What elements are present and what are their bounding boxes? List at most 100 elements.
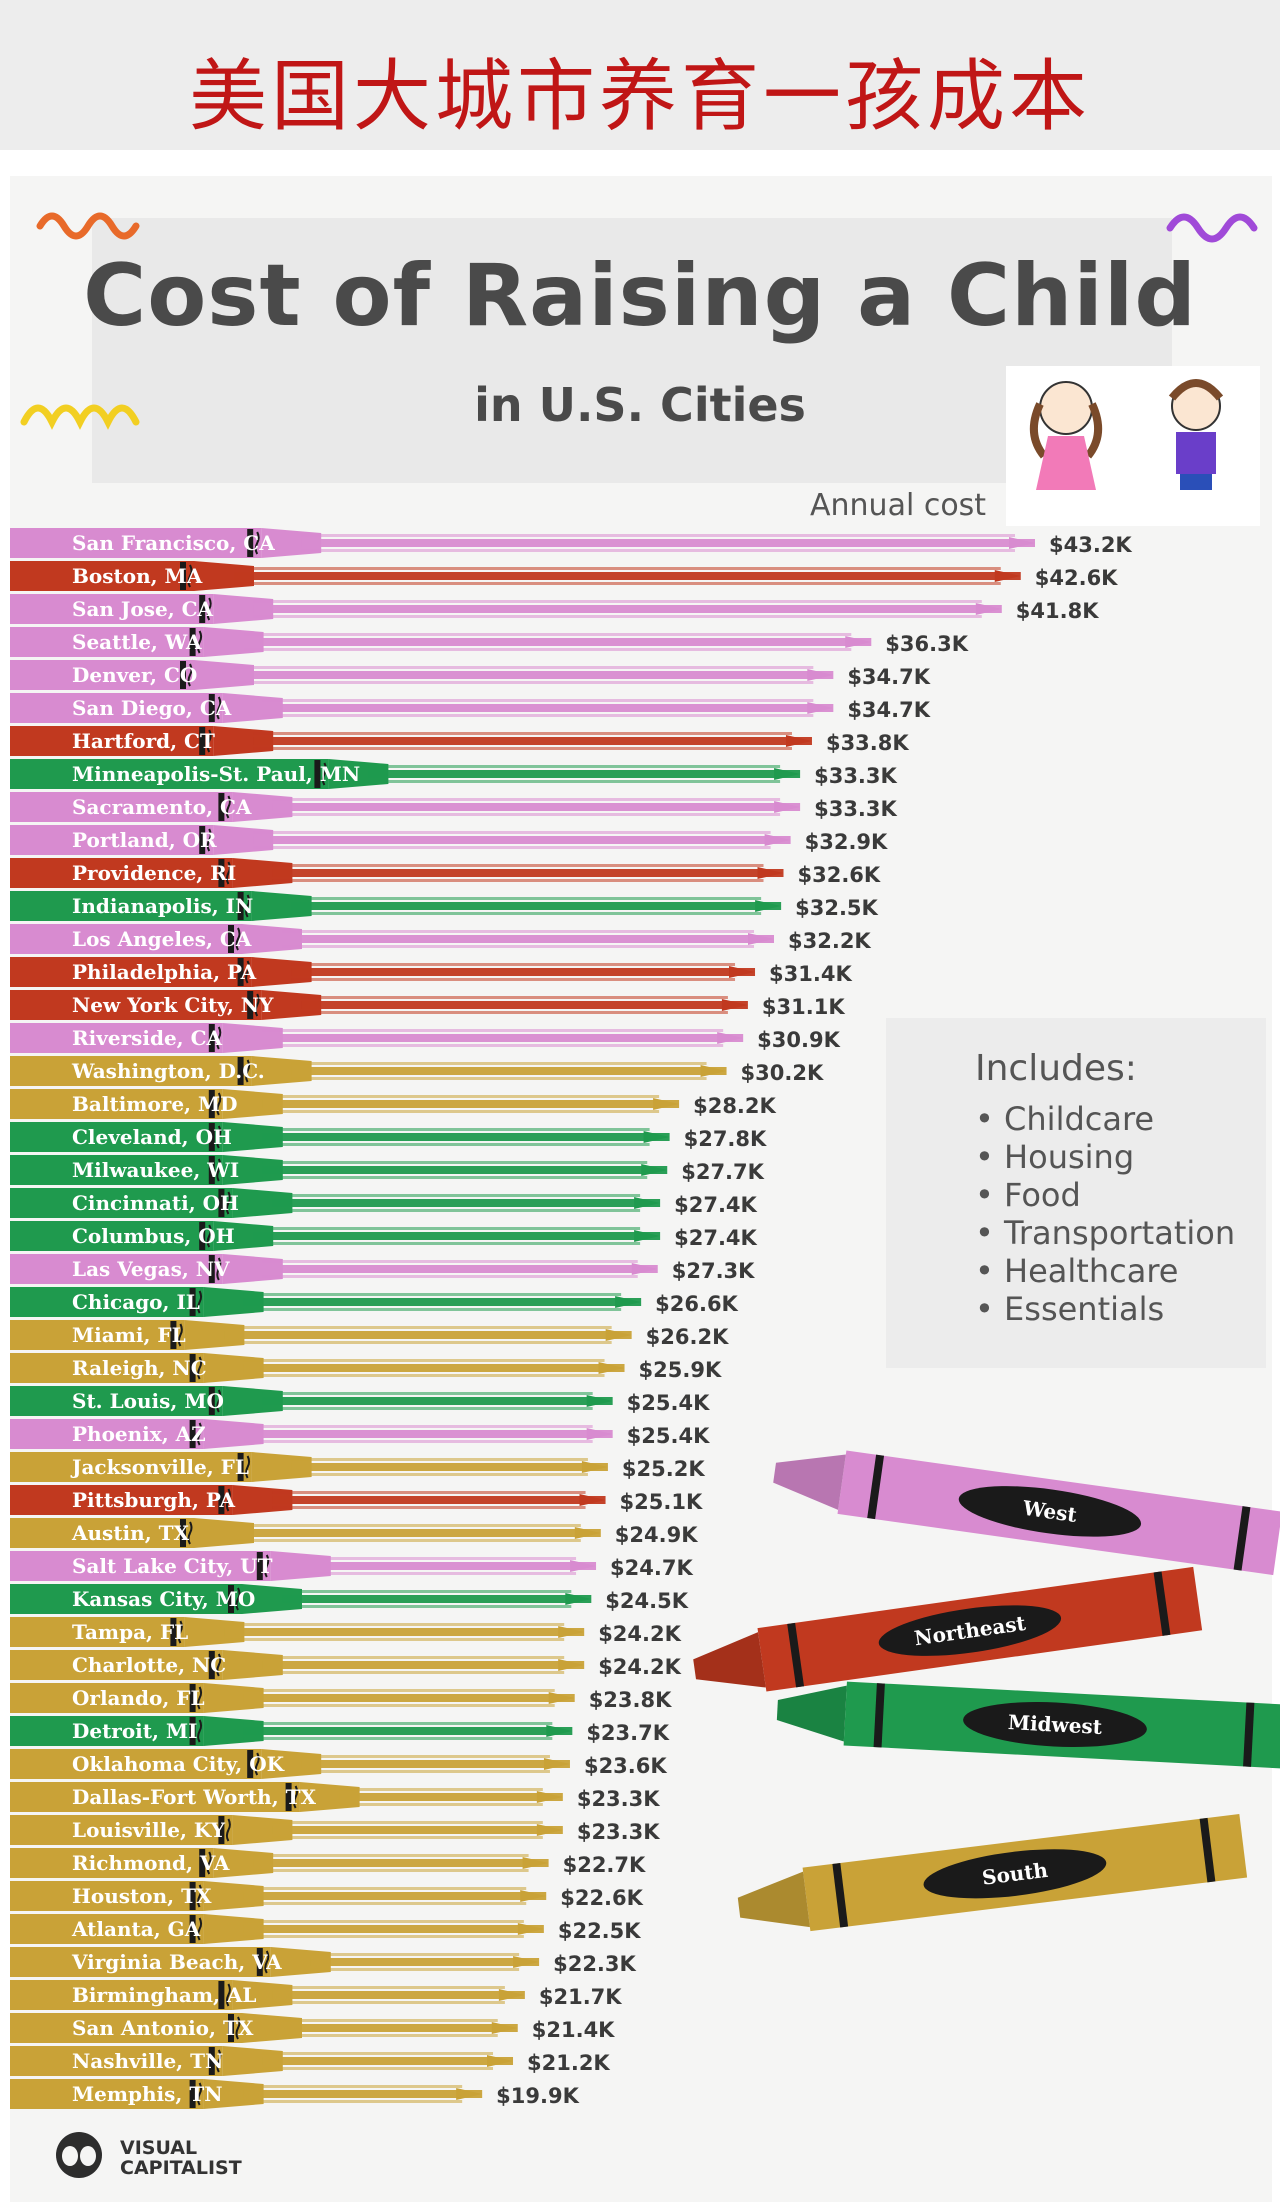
bar-stroke-texture xyxy=(339,1788,543,1791)
bar-stroke-texture xyxy=(310,1968,520,1971)
bar-stroke-texture xyxy=(272,1821,543,1824)
legend-label-oval xyxy=(878,1605,1062,1656)
crayon-band xyxy=(197,1884,203,1908)
bar-end xyxy=(634,1230,661,1242)
bar-end xyxy=(491,2022,518,2034)
city-label: Charlotte, NC xyxy=(72,1653,226,1677)
value-label: $22.6K xyxy=(560,1886,643,1910)
bar-stroke xyxy=(262,1397,613,1405)
bar-wrapper xyxy=(10,2079,204,2109)
crayon-bar: Nashville, TN $21.2K xyxy=(10,2046,610,2076)
bar-end xyxy=(565,1593,592,1605)
crayon-band xyxy=(218,1981,225,2009)
bar-stroke-texture xyxy=(262,699,814,702)
city-label: Sacramento, CA xyxy=(72,795,252,819)
bar-wrapper xyxy=(10,1815,233,1845)
crayon-bar: San Antonio, TX $21.4K xyxy=(10,2013,615,2043)
crayon-band xyxy=(208,1156,215,1184)
bar-wrapper xyxy=(10,660,194,690)
city-label: Denver, CO xyxy=(72,663,197,687)
bar-wrapper xyxy=(10,891,252,921)
bar-stroke-texture xyxy=(301,1770,550,1773)
crayon-bar: Boston, MA $42.6K xyxy=(10,561,1118,591)
value-label: $30.2K xyxy=(741,1061,824,1085)
city-label: Tampa, FL xyxy=(72,1620,188,1644)
crayon-band xyxy=(225,1818,231,1842)
bar-wrapper xyxy=(10,759,329,789)
bar-stroke xyxy=(291,902,782,910)
purple-squiggle xyxy=(1166,213,1258,243)
bar-stroke-texture xyxy=(224,1638,565,1641)
bar-end xyxy=(748,933,775,945)
crayon-band xyxy=(245,1059,251,1083)
crayon-band xyxy=(218,1486,225,1514)
bar-wrapper xyxy=(10,594,214,624)
bar-stroke-texture xyxy=(253,831,771,834)
city-label: Indianapolis, IN xyxy=(72,894,253,918)
annual-cost-label: Annual cost xyxy=(810,488,987,523)
bar-stroke xyxy=(368,770,801,778)
crayon-band xyxy=(235,2016,241,2040)
city-label: Philadelphia, PA xyxy=(72,960,257,984)
bar-wrapper xyxy=(10,1518,194,1548)
city-label: Miami, FL xyxy=(72,1323,186,1347)
bar-stroke-texture xyxy=(291,912,762,915)
value-label: $36.3K xyxy=(885,632,968,656)
crayon-band xyxy=(208,1123,215,1151)
crayon-band xyxy=(237,1453,244,1481)
bar-stroke xyxy=(224,1331,632,1339)
bar-stroke xyxy=(243,1298,642,1306)
bar-stroke xyxy=(234,1529,601,1537)
bar-stroke-texture xyxy=(310,1557,577,1560)
bar-end xyxy=(643,1131,670,1143)
crayon-bar: Providence, RI $32.6K xyxy=(10,858,881,888)
bar-wrapper xyxy=(10,1980,233,2010)
crayon-band xyxy=(216,1092,222,1116)
crayon-band xyxy=(225,795,231,819)
crayon-band xyxy=(285,1783,292,1811)
crayon-band xyxy=(189,1882,196,1910)
city-label: Dallas-Fort Worth, TX xyxy=(72,1785,316,1809)
bar-wrapper xyxy=(10,1551,271,1581)
city-label: Jacksonville, FL xyxy=(70,1455,249,1479)
crayon-bar: Detroit, MI $23.7K xyxy=(10,1716,670,1746)
bar-stroke-texture xyxy=(253,846,771,849)
bar-wrapper xyxy=(10,1023,223,1053)
crayon-bar: Indianapolis, IN $32.5K xyxy=(10,891,879,921)
bar-wrapper xyxy=(10,528,262,558)
bar-stroke xyxy=(243,638,872,646)
crayon-band xyxy=(197,2082,203,2106)
bar-stroke-texture xyxy=(282,1605,572,1608)
crayon-band xyxy=(189,2080,196,2108)
crayon-band xyxy=(228,925,234,953)
crayon-bar: St. Louis, MO $25.4K xyxy=(10,1386,710,1416)
bar-stroke xyxy=(243,1694,575,1702)
top-banner: 美国大城市养育一孩成本 xyxy=(0,0,1280,150)
bar-wrapper xyxy=(10,1122,223,1152)
bar-wrapper xyxy=(10,1881,204,1911)
crayon-band xyxy=(254,531,260,555)
bar-end xyxy=(653,1098,680,1110)
crayon-band xyxy=(216,1158,222,1182)
bar-stroke xyxy=(301,539,1035,547)
bar-stroke-texture xyxy=(243,1902,527,1905)
value-label: $21.4K xyxy=(532,2018,615,2042)
crayon-band xyxy=(225,861,231,885)
bar-stroke xyxy=(243,2090,483,2098)
bar-end xyxy=(615,1296,642,1308)
value-label: $23.6K xyxy=(584,1754,667,1778)
crayon-band xyxy=(208,1255,215,1283)
legend-crayon-band xyxy=(1153,1571,1171,1636)
legend-crayon-band xyxy=(1243,1702,1255,1767)
crayon-bar: Louisville, KY $23.3K xyxy=(10,1815,660,1845)
bar-wrapper xyxy=(10,561,194,591)
bar-stroke-texture xyxy=(262,1029,724,1032)
legend-crayon-body xyxy=(802,1813,1248,1932)
bar-wrapper xyxy=(10,1650,223,1680)
crayon-bar: Orlando, FL $23.8K xyxy=(10,1683,672,1713)
value-label: $31.4K xyxy=(769,962,852,986)
bar-stroke xyxy=(282,935,775,943)
crayon-band xyxy=(237,1057,244,1085)
crayon-bar: Kansas City, MO $24.5K xyxy=(10,1584,689,1614)
